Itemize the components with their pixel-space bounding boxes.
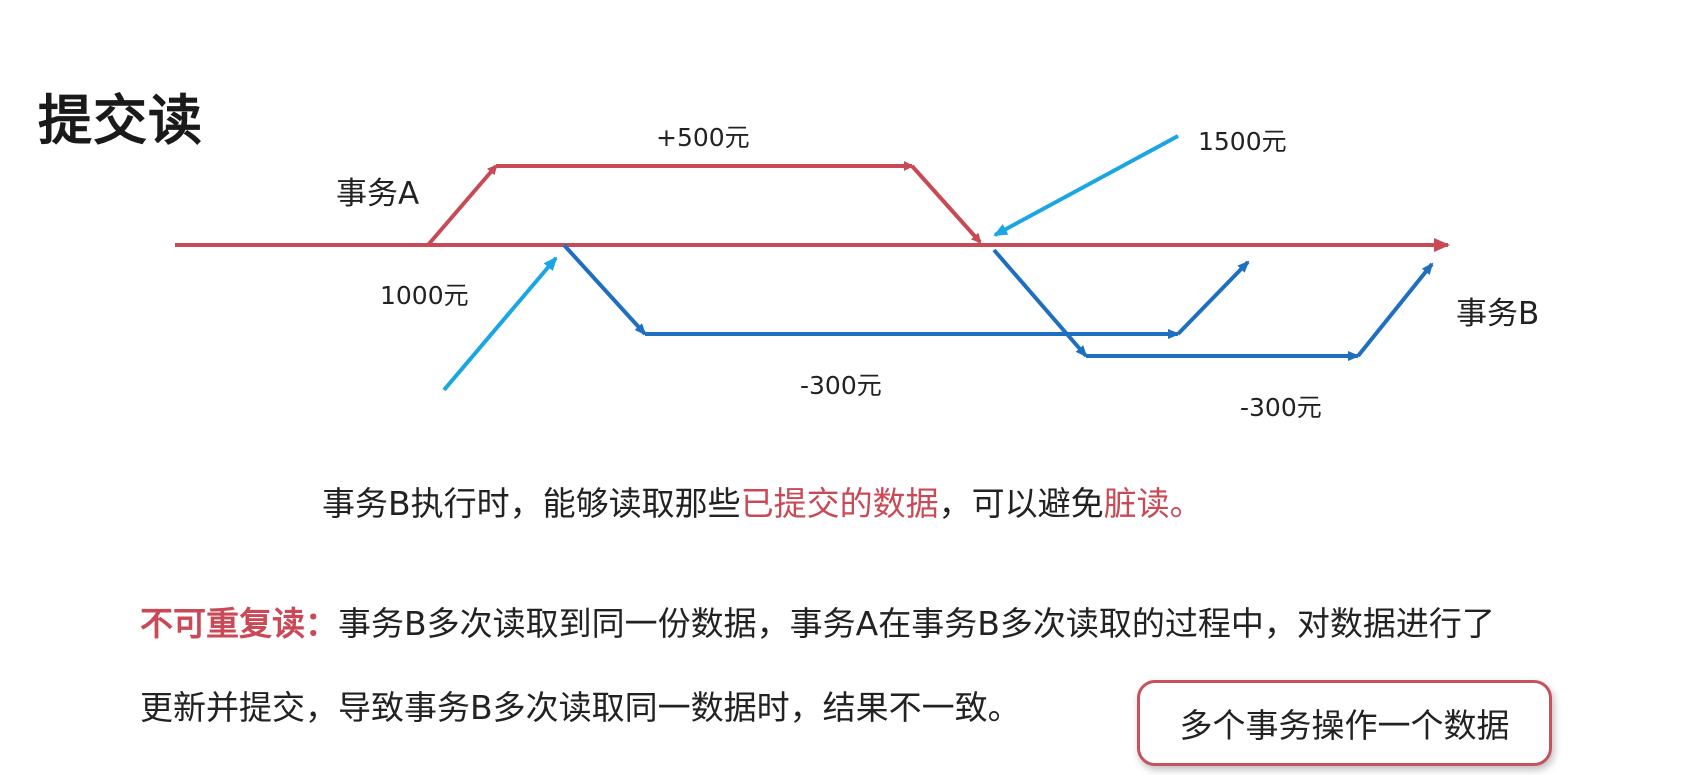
page-title: 提交读: [38, 89, 203, 152]
non-repeatable-text1: 事务B多次读取到同一份数据，事务A在事务B多次读取的过程中，对数据进行了: [338, 604, 1495, 643]
description-part1: 事务B执行时，能够读取那些: [322, 484, 741, 523]
pointer-1500-arrow: [993, 134, 1179, 237]
non-repeatable-line2: 更新并提交，导致事务B多次读取同一数据时，结果不一致。: [140, 688, 1021, 727]
description-part2: ，可以避免: [938, 484, 1104, 523]
amount-1500: 1500元: [1198, 127, 1287, 156]
txn-b-path-1: [562, 243, 1250, 339]
non-repeatable-term: 不可重复读：: [140, 604, 338, 643]
txn-a-label: 事务A: [336, 176, 420, 212]
txn-b-label: 事务B: [1456, 296, 1540, 332]
pointer-1000-arrow: [442, 256, 558, 392]
non-repeatable-line1: 不可重复读：事务B多次读取到同一份数据，事务A在事务B多次读取的过程中，对数据进…: [140, 597, 1495, 645]
amount-minus-300-b: -300元: [1240, 393, 1322, 422]
txn-b-path-2: [992, 248, 1434, 361]
amount-minus-300-a: -300元: [800, 371, 882, 400]
description-highlight-committed: 已提交的数据: [740, 484, 939, 523]
amount-plus-500: +500元: [656, 123, 750, 152]
txn-a-path: [426, 161, 982, 247]
description: 事务B执行时，能够读取那些已提交的数据，可以避免脏读。: [322, 477, 1203, 525]
amount-1000: 1000元: [380, 281, 469, 310]
note-box: 多个事务操作一个数据: [1137, 680, 1552, 766]
description-highlight-dirty-read: 脏读。: [1103, 484, 1203, 523]
